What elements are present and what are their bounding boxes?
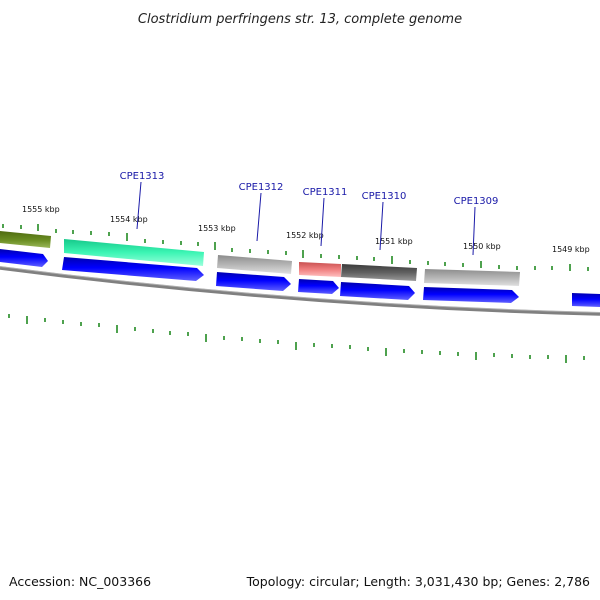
cds-arrow-cpe1312[interactable] bbox=[216, 272, 291, 291]
feature-cpe1311[interactable] bbox=[299, 262, 341, 277]
cds-arrow-1[interactable] bbox=[0, 249, 48, 267]
feature-track bbox=[0, 231, 520, 286]
cds-arrow-right[interactable] bbox=[572, 293, 600, 307]
gene-label-cpe1311[interactable]: CPE1311 bbox=[303, 187, 348, 198]
gene-label-cpe1310[interactable]: CPE1310 bbox=[362, 191, 407, 202]
kbp-label-1555: 1555 kbp bbox=[22, 205, 60, 214]
cds-track bbox=[0, 249, 600, 307]
feature-cpe1313[interactable] bbox=[64, 239, 204, 266]
kbp-label-1550: 1550 kbp bbox=[463, 242, 501, 251]
cds-arrow-cpe1309[interactable] bbox=[423, 287, 519, 303]
feature-cpe1312[interactable] bbox=[217, 255, 292, 274]
cds-arrow-cpe1313[interactable] bbox=[62, 257, 204, 281]
cds-arrow-cpe1310[interactable] bbox=[340, 282, 415, 300]
accession-text: Accession: NC_003366 bbox=[9, 574, 151, 589]
outer-tick-track bbox=[2, 224, 589, 271]
feature-cpe1309[interactable] bbox=[424, 269, 520, 286]
gene-leader-cpe1310 bbox=[379, 201, 384, 251]
gene-label-cpe1313[interactable]: CPE1313 bbox=[120, 171, 165, 182]
genome-summary-text: Topology: circular; Length: 3,031,430 bp… bbox=[246, 574, 590, 589]
genome-backbone-highlight bbox=[0, 266, 600, 313]
kbp-label-1552: 1552 kbp bbox=[286, 231, 324, 240]
gene-leader-cpe1312 bbox=[256, 192, 262, 242]
gene-leader-cpe1313 bbox=[136, 181, 142, 230]
feature-cpe1310[interactable] bbox=[341, 264, 417, 281]
gene-leader-cpe1311 bbox=[320, 197, 325, 247]
map-title: Clostridium perfringens str. 13, complet… bbox=[138, 12, 462, 27]
kbp-label-1551: 1551 kbp bbox=[375, 237, 413, 246]
gene-leader-cpe1309 bbox=[472, 206, 476, 256]
gene-labels: CPE1313 CPE1312 CPE1311 CPE1310 CPE1309 bbox=[120, 171, 499, 256]
kbp-label-1554: 1554 kbp bbox=[110, 215, 148, 224]
feature-olive[interactable] bbox=[0, 231, 51, 248]
cds-arrow-cpe1311[interactable] bbox=[298, 279, 339, 294]
gene-label-cpe1309[interactable]: CPE1309 bbox=[454, 196, 499, 207]
gene-label-cpe1312[interactable]: CPE1312 bbox=[239, 182, 284, 193]
kbp-label-1549: 1549 kbp bbox=[552, 245, 590, 254]
kbp-label-1553: 1553 kbp bbox=[198, 224, 236, 233]
genome-backbone bbox=[0, 266, 600, 316]
kbp-scale-labels: 1555 kbp 1554 kbp 1553 kbp 1552 kbp 1551… bbox=[22, 205, 590, 254]
inner-tick-track bbox=[8, 314, 585, 363]
